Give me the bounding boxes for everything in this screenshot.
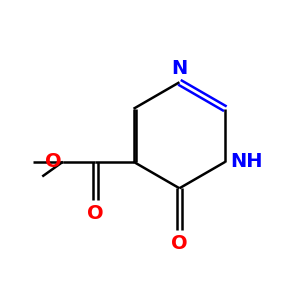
Text: NH: NH [230, 152, 262, 171]
Text: O: O [171, 234, 188, 253]
Text: O: O [45, 152, 61, 171]
Text: O: O [87, 205, 104, 224]
Text: N: N [171, 59, 188, 78]
